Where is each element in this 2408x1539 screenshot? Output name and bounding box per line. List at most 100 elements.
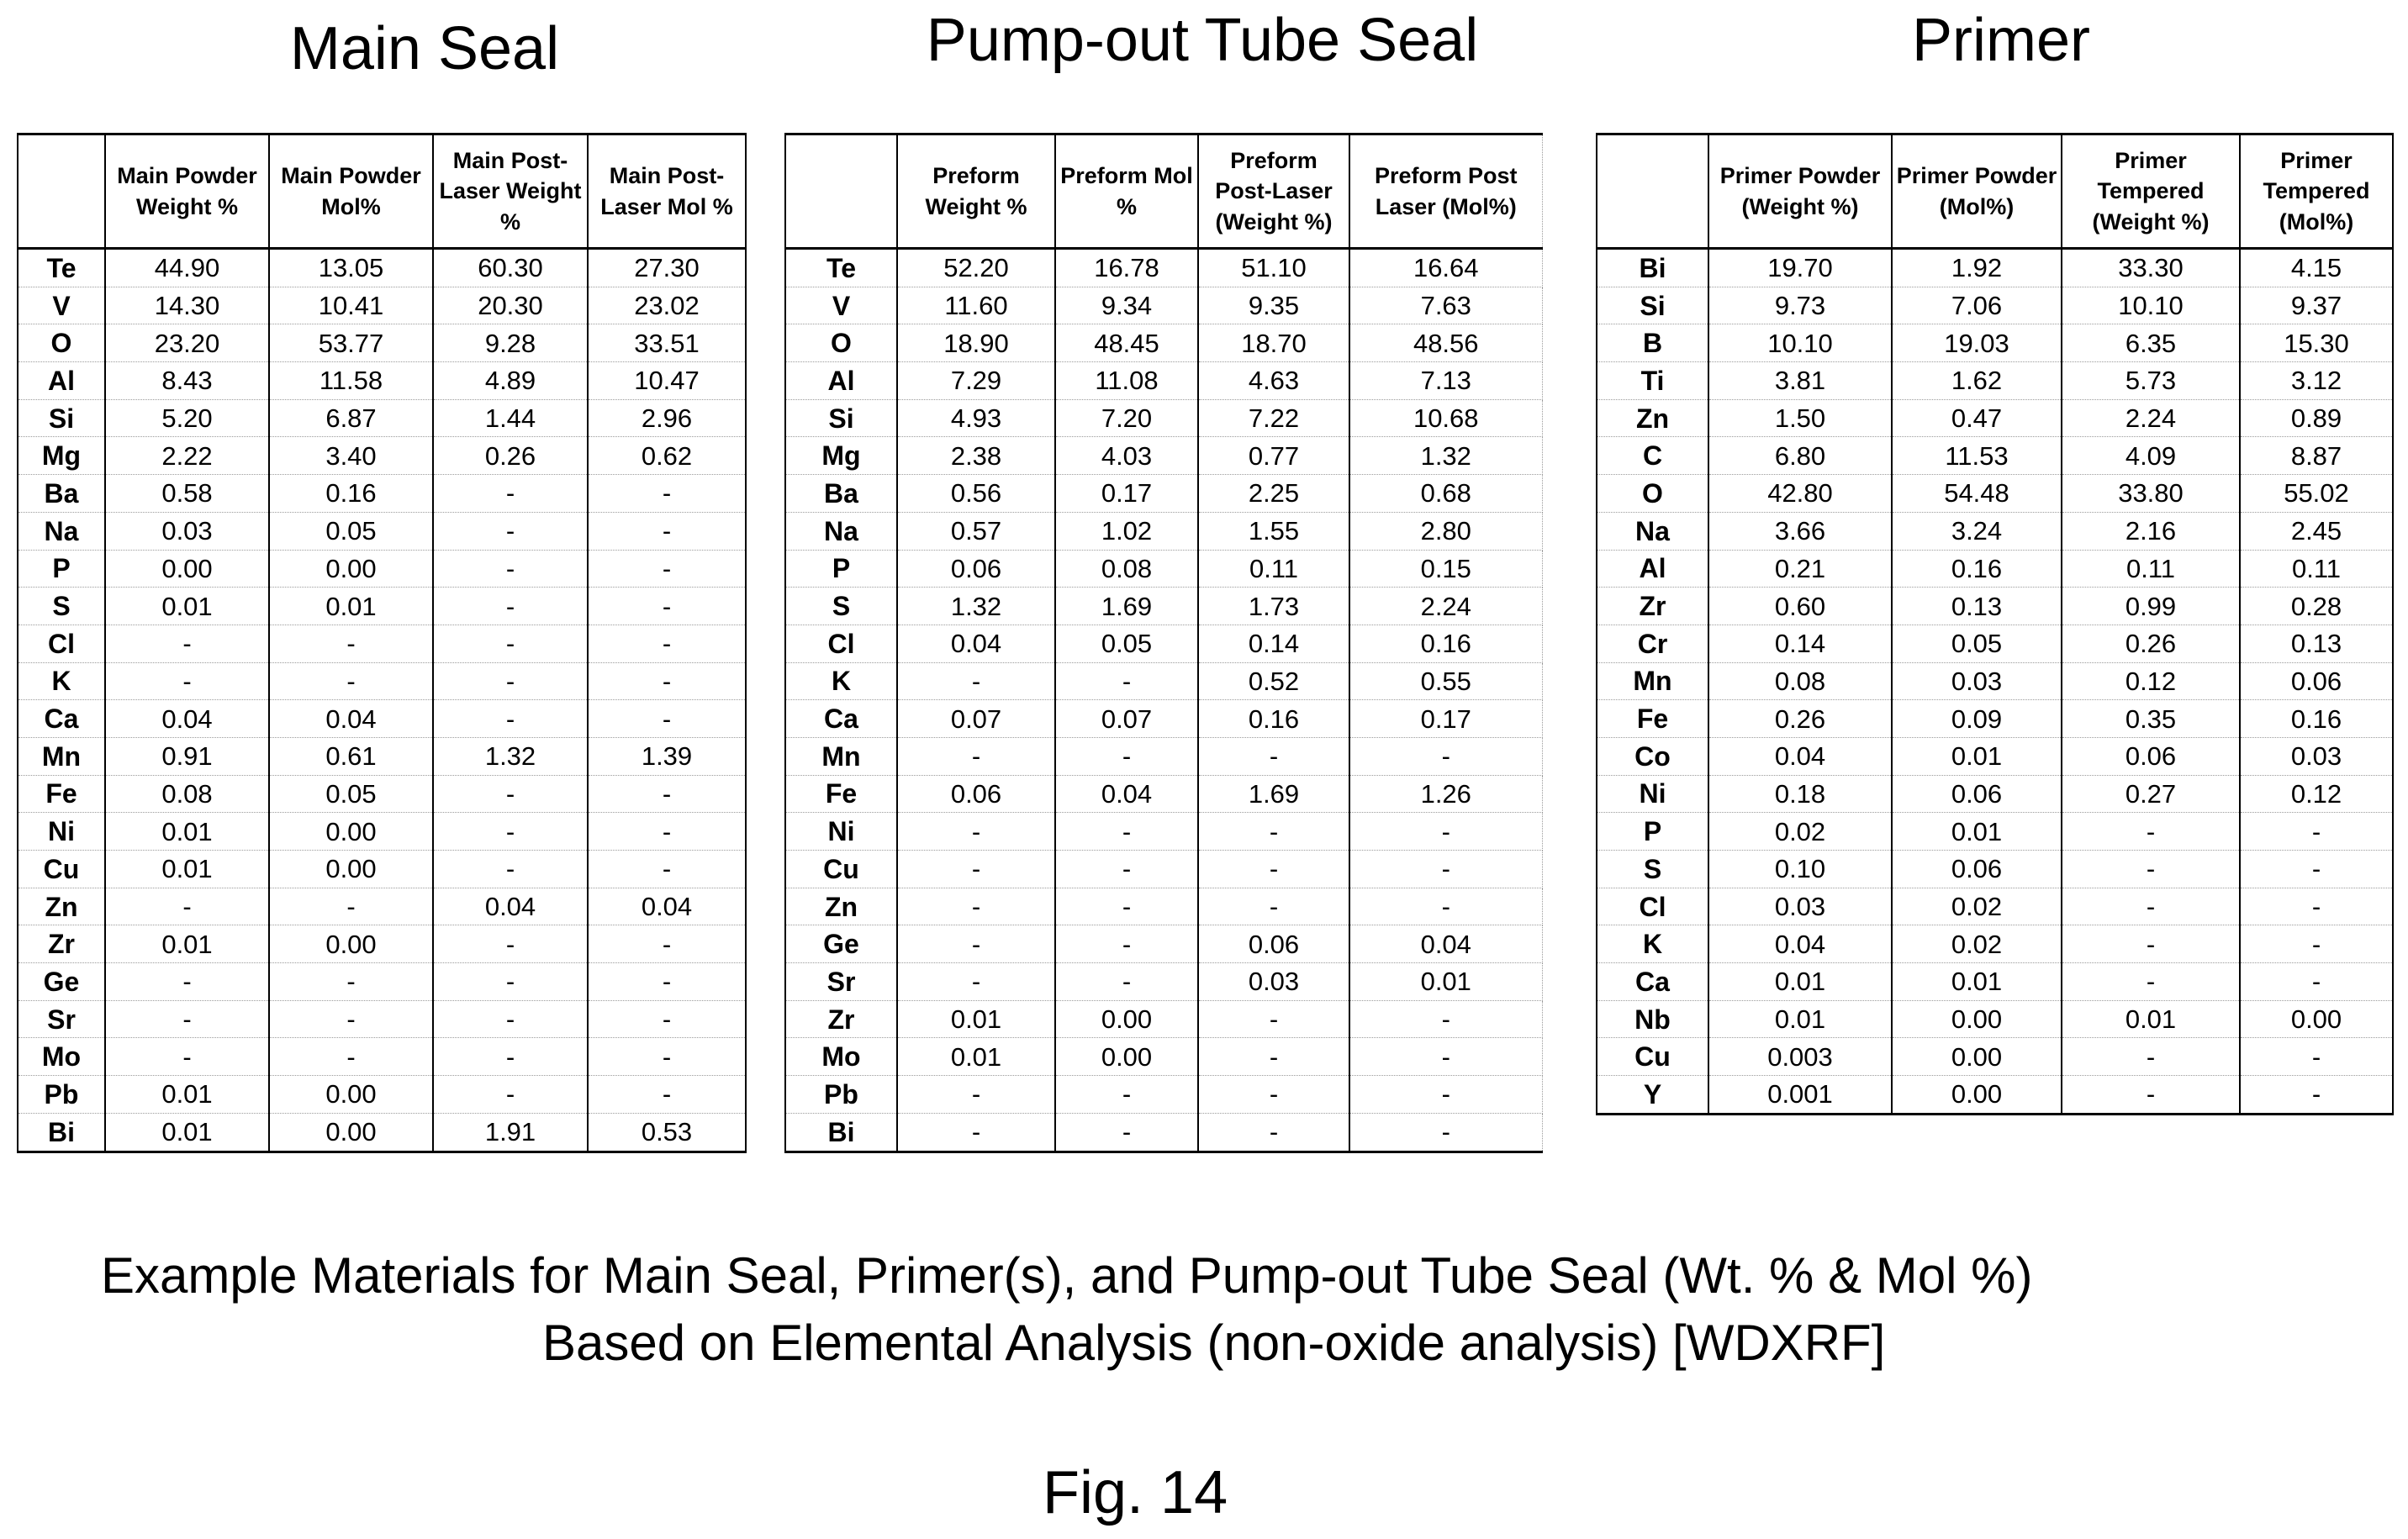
main-seal-header-4: Main Post-Laser Mol % <box>587 133 747 250</box>
table-cell: - <box>432 812 589 851</box>
table-cell: - <box>432 1037 589 1077</box>
element-symbol: Si <box>1596 287 1709 325</box>
table-cell: - <box>2239 925 2394 964</box>
table-cell: 0.11 <box>1197 550 1350 588</box>
table-cell: 0.04 <box>104 699 270 738</box>
table-cell: 2.45 <box>2239 512 2394 551</box>
table-cell: - <box>2061 888 2241 926</box>
table-cell: - <box>896 737 1056 776</box>
element-symbol: Na <box>17 512 106 551</box>
table-cell: - <box>104 1037 270 1077</box>
element-symbol: Ni <box>17 812 106 851</box>
table-cell: 5.73 <box>2061 361 2241 400</box>
table-row: Fe 0.06 0.04 1.69 1.26 <box>784 775 1543 814</box>
table-cell: 6.87 <box>268 399 434 438</box>
table-row: Cr 0.14 0.05 0.26 0.13 <box>1596 625 2394 663</box>
table-row: Nb 0.01 0.00 0.01 0.00 <box>1596 1000 2394 1039</box>
table-cell: 1.73 <box>1197 587 1350 625</box>
table-cell: 53.77 <box>268 324 434 363</box>
table-row: Mo - - - - <box>17 1037 747 1077</box>
element-symbol: Nb <box>1596 1000 1709 1039</box>
table-cell: - <box>587 775 747 814</box>
element-symbol: Co <box>1596 737 1709 776</box>
table-cell: 10.47 <box>587 361 747 400</box>
element-symbol: Ca <box>1596 962 1709 1001</box>
table-cell: - <box>2239 1037 2394 1077</box>
table-cell: 0.02 <box>1891 888 2062 926</box>
table-cell: - <box>432 699 589 738</box>
table-cell: - <box>587 1075 747 1114</box>
table-cell: 0.01 <box>1891 962 2062 1001</box>
table-cell: 0.26 <box>432 436 589 476</box>
table-cell: - <box>1349 1113 1543 1153</box>
table-cell: 0.77 <box>1197 436 1350 476</box>
pump-out-tube-seal-header-2: Preform Mol % <box>1054 133 1199 250</box>
table-cell: 0.03 <box>104 512 270 551</box>
table-cell: 0.01 <box>268 587 434 625</box>
element-symbol: Cr <box>1596 625 1709 663</box>
table-cell: 4.93 <box>896 399 1056 438</box>
table-row: Bi 19.70 1.92 33.30 4.15 <box>1596 248 2394 287</box>
table-cell: 0.16 <box>2239 699 2394 738</box>
table-cell: 0.00 <box>1054 1037 1199 1077</box>
table-cell: - <box>432 962 589 1001</box>
table-cell: - <box>587 962 747 1001</box>
element-symbol: P <box>1596 812 1709 851</box>
table-cell: - <box>104 962 270 1001</box>
table-cell: 27.30 <box>587 248 747 287</box>
table-cell: 0.01 <box>104 1075 270 1114</box>
element-symbol: Fe <box>1596 699 1709 738</box>
table-cell: 0.07 <box>896 699 1056 738</box>
table-cell: 0.04 <box>1349 925 1543 964</box>
table-cell: - <box>896 812 1056 851</box>
table-cell: 7.13 <box>1349 361 1543 400</box>
table-row: Y 0.001 0.00- - <box>1596 1075 2394 1115</box>
table-cell: 0.26 <box>2061 625 2241 663</box>
table-row: Mo 0.01 0.00- - <box>784 1037 1543 1077</box>
table-cell: - <box>1197 1075 1350 1114</box>
table-cell: 0.53 <box>587 1113 747 1153</box>
table-cell: 18.70 <box>1197 324 1350 363</box>
table-cell: - <box>1197 737 1350 776</box>
table-cell: 6.80 <box>1708 436 1893 476</box>
table-cell: 0.56 <box>896 474 1056 513</box>
table-row: Ni 0.18 0.06 0.27 0.12 <box>1596 775 2394 814</box>
table-row: K 0.04 0.02- - <box>1596 925 2394 964</box>
table-cell: 0.06 <box>2061 737 2241 776</box>
table-cell: 52.20 <box>896 248 1056 287</box>
table-cell: 1.32 <box>1349 436 1543 476</box>
table-cell: 0.17 <box>1054 474 1199 513</box>
table-row: Zr 0.60 0.13 0.99 0.28 <box>1596 587 2394 625</box>
table-cell: 10.41 <box>268 287 434 325</box>
table-cell: - <box>268 625 434 663</box>
table-cell: 0.17 <box>1349 699 1543 738</box>
table-row: S 1.32 1.69 1.73 2.24 <box>784 587 1543 625</box>
table-cell: - <box>587 699 747 738</box>
element-symbol: Al <box>17 361 106 400</box>
table-cell: - <box>1349 850 1543 888</box>
table-cell: - <box>104 1000 270 1039</box>
element-symbol: S <box>1596 850 1709 888</box>
table-cell: 0.07 <box>1054 699 1199 738</box>
table-cell: 23.02 <box>587 287 747 325</box>
table-cell: 48.45 <box>1054 324 1199 363</box>
table-cell: 33.51 <box>587 324 747 363</box>
pump-out-tube-seal-title: Pump-out Tube Seal <box>926 7 1479 74</box>
table-cell: 9.34 <box>1054 287 1199 325</box>
table-row: Cu - - - - <box>784 850 1543 888</box>
table-cell: - <box>2061 962 2241 1001</box>
table-cell: 0.00 <box>1891 1037 2062 1077</box>
pump-out-tube-seal-header-1: Preform Weight % <box>896 133 1056 250</box>
table-cell: 0.13 <box>1891 587 2062 625</box>
element-symbol: Zr <box>1596 587 1709 625</box>
table-row: O 18.90 48.45 18.70 48.56 <box>784 324 1543 363</box>
main-seal-header-0 <box>17 133 106 250</box>
element-symbol: Mo <box>784 1037 898 1077</box>
table-cell: 0.58 <box>104 474 270 513</box>
table-cell: 0.08 <box>1708 662 1893 701</box>
element-symbol: Ge <box>17 962 106 1001</box>
table-row: Zn 1.50 0.47 2.24 0.89 <box>1596 399 2394 438</box>
table-cell: - <box>1054 1075 1199 1114</box>
table-cell: 2.24 <box>1349 587 1543 625</box>
table-cell: - <box>1349 1037 1543 1077</box>
